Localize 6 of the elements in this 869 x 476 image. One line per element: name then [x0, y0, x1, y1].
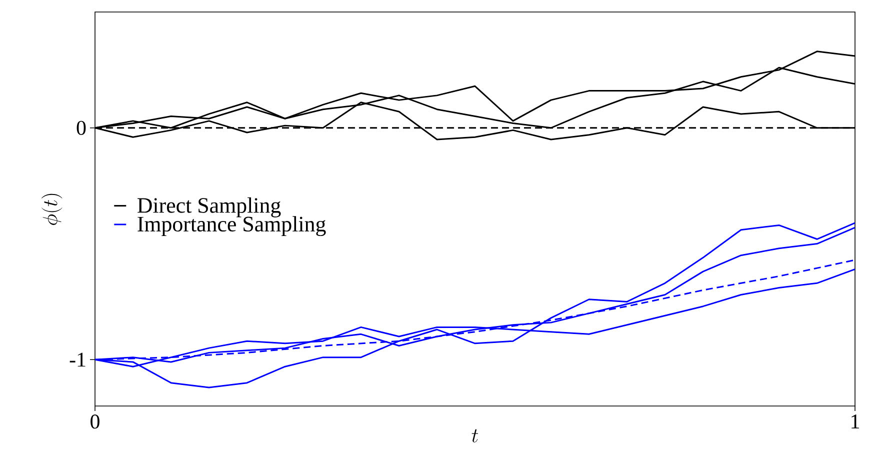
x-axis-title: $t$	[472, 429, 478, 442]
legend-label: Importance Sampling	[138, 216, 326, 236]
y-axis-title: $\phi(t)$	[42, 194, 62, 225]
x-tick-label: 1	[852, 414, 859, 428]
legend-label: Direct Sampling	[138, 197, 281, 218]
y-tick-label: -1	[70, 352, 86, 367]
